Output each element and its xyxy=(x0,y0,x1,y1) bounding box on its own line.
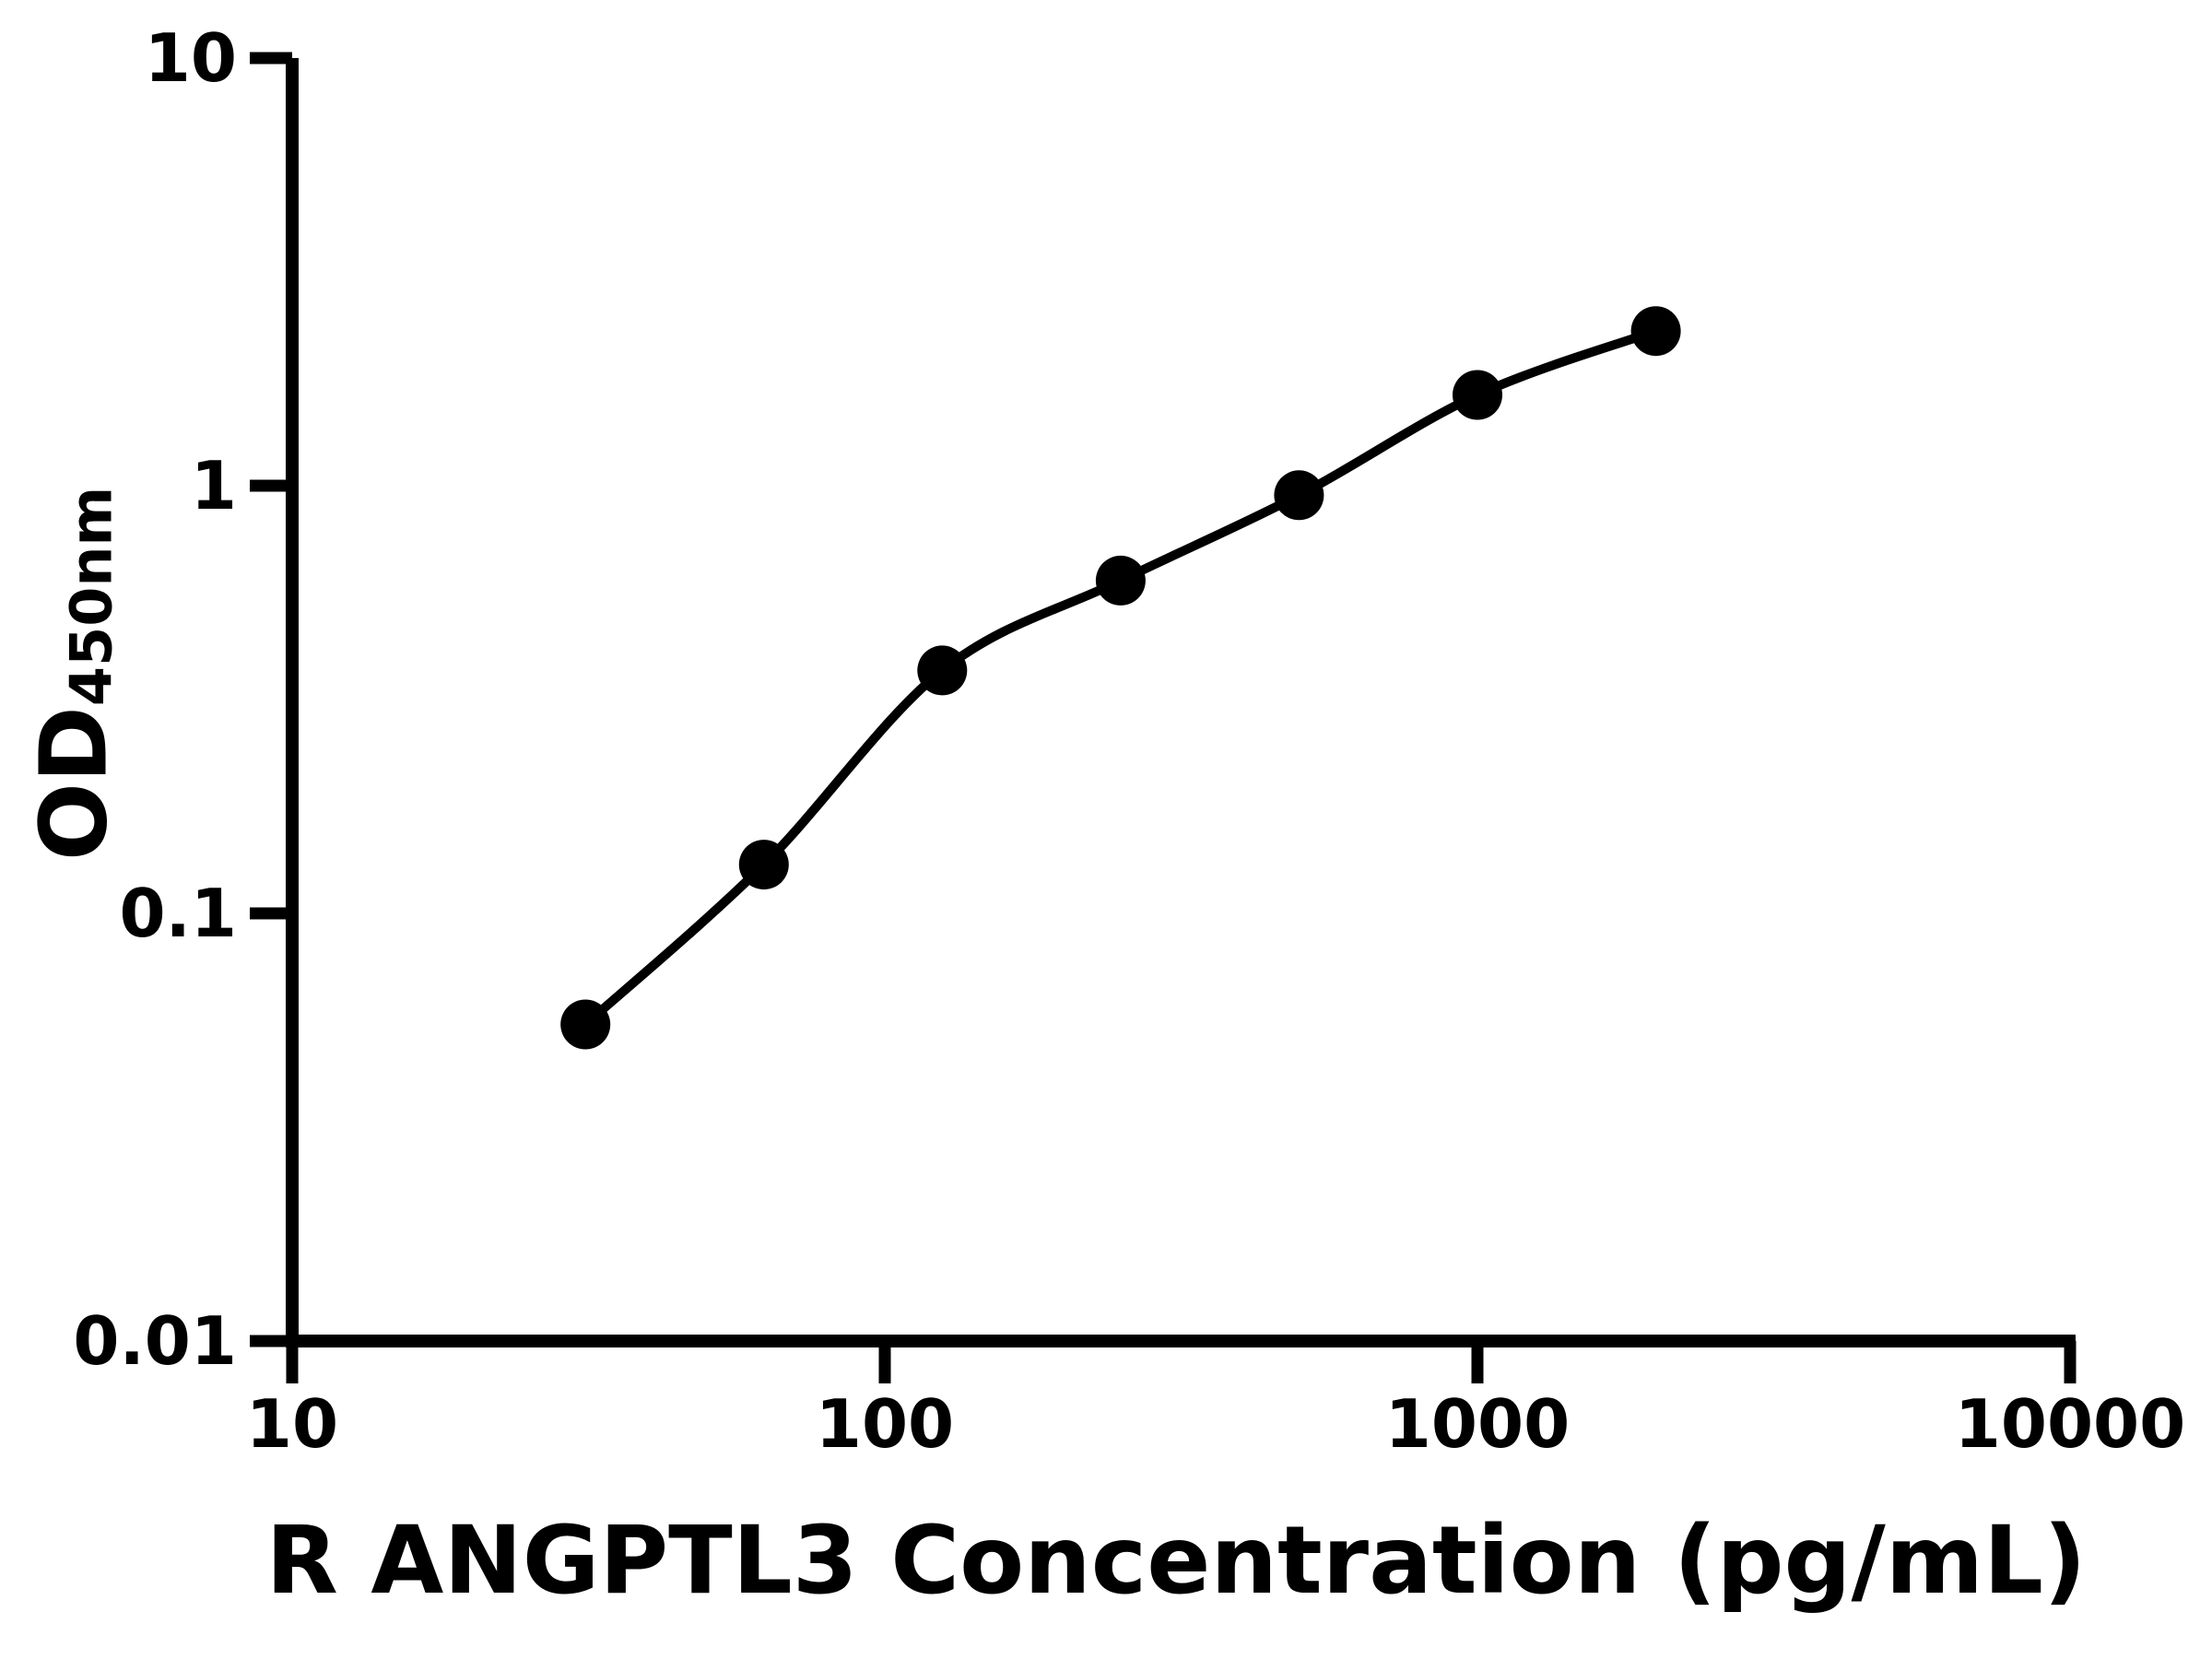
fit-curve xyxy=(581,326,1661,1030)
y-axis-title: OD450nm xyxy=(20,487,128,861)
y-axis-title-sub: 450nm xyxy=(57,486,125,707)
data-point-marker xyxy=(738,840,789,890)
x-tick-label: 10000 xyxy=(1955,1385,2186,1463)
y-tick-label: 1 xyxy=(191,447,237,524)
y-tick-label: 0.01 xyxy=(73,1302,237,1380)
data-point-marker xyxy=(917,645,968,696)
x-tick-label: 10 xyxy=(246,1385,338,1463)
x-tick-label: 1000 xyxy=(1385,1385,1570,1463)
data-point-marker xyxy=(1274,470,1324,521)
data-point-marker xyxy=(1630,306,1681,357)
x-axis-title: R ANGPTL3 Concentration (pg/mL) xyxy=(265,1506,2087,1616)
y-axis-title-main: OD xyxy=(19,706,128,862)
y-tick-label: 10 xyxy=(145,19,237,97)
y-tick-label: 0.1 xyxy=(119,875,237,952)
x-tick-label: 100 xyxy=(816,1385,954,1463)
axis-lines xyxy=(286,58,2076,1347)
data-point-marker xyxy=(560,999,611,1050)
data-point-marker xyxy=(1453,370,1502,420)
data-point-marker xyxy=(1095,555,1146,606)
